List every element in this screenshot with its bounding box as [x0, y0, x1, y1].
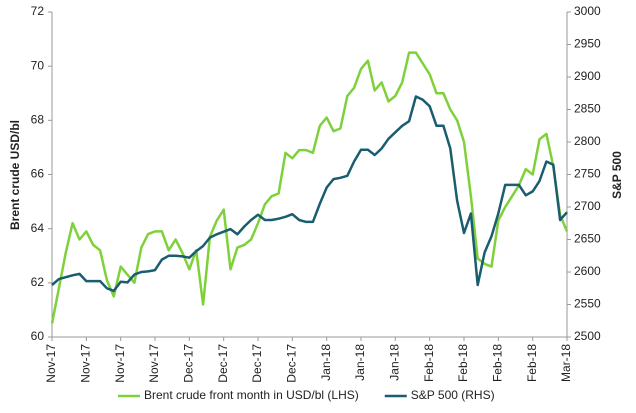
- y2-tick-label: 2600: [574, 264, 601, 278]
- y-axis-title: Brent crude USD/bl: [8, 120, 22, 230]
- x-tick-label: Dec-17: [216, 344, 230, 383]
- y-tick-label: 66: [31, 167, 45, 181]
- y-tick-label: 68: [31, 113, 45, 127]
- legend-label: S&P 500 (RHS): [411, 388, 495, 402]
- x-tick-label: Jan-18: [388, 344, 402, 381]
- y-tick-label: 64: [31, 221, 45, 235]
- y-tick-label: 62: [31, 275, 45, 289]
- x-tick-label: Nov-17: [44, 344, 58, 383]
- y2-tick-label: 2800: [574, 134, 601, 148]
- y2-tick-label: 2650: [574, 232, 601, 246]
- y2-axis-title: S&P 500: [610, 151, 624, 199]
- y2-tick-label: 2900: [574, 69, 601, 83]
- x-tick-label: Jan-18: [319, 344, 333, 381]
- y2-tick-label: 2850: [574, 102, 601, 116]
- x-tick-label: Feb-18: [525, 344, 539, 382]
- y-tick-label: 70: [31, 58, 45, 72]
- x-tick-label: Dec-17: [182, 344, 196, 383]
- x-tick-label: Jan-18: [353, 344, 367, 381]
- x-tick-label: Mar-18: [559, 344, 573, 382]
- x-tick-label: Feb-18: [491, 344, 505, 382]
- y2-tick-label: 2500: [574, 329, 601, 343]
- y2-tick-label: 2750: [574, 167, 601, 181]
- x-tick-label: Nov-17: [147, 344, 161, 383]
- x-tick-label: Nov-17: [79, 344, 93, 383]
- series-line: [51, 95, 568, 293]
- y2-tick-label: 3000: [574, 4, 601, 18]
- x-tick-label: Nov-17: [113, 344, 127, 383]
- x-tick-label: Dec-17: [250, 344, 264, 383]
- series-line: [50, 51, 569, 324]
- y2-tick-label: 2950: [574, 37, 601, 51]
- x-tick-label: Dec-17: [285, 344, 299, 383]
- x-tick-label: Feb-18: [422, 344, 436, 382]
- x-tick-label: Feb-18: [456, 344, 470, 382]
- y2-tick-label: 2700: [574, 199, 601, 213]
- y-tick-label: 72: [31, 4, 45, 18]
- y2-tick-label: 2550: [574, 297, 601, 311]
- y-tick-label: 60: [31, 329, 45, 343]
- legend-label: Brent crude front month in USD/bl (LHS): [144, 388, 359, 402]
